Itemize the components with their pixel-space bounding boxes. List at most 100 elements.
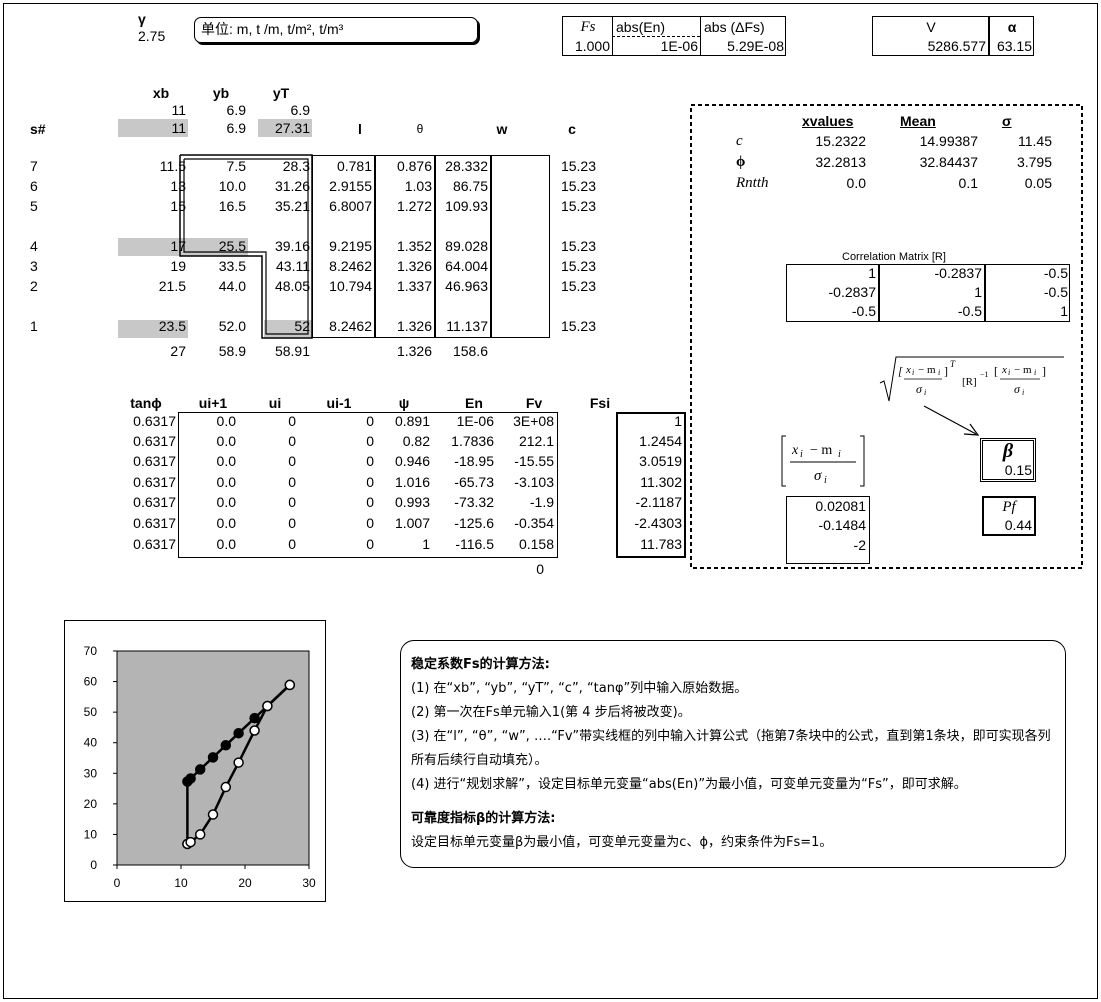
correlation-cell[interactable]: 1: [868, 265, 876, 281]
en-sum[interactable]: 0: [536, 561, 544, 577]
gamma-value[interactable]: 2.75: [138, 28, 166, 44]
psi-cell[interactable]: 1.007: [394, 515, 430, 531]
slice-yb[interactable]: 52.0: [218, 318, 246, 334]
fsi-cell[interactable]: -2.4303: [634, 515, 682, 531]
slice-l[interactable]: 0.781: [336, 158, 372, 174]
slice-l[interactable]: 8.2462: [329, 258, 372, 274]
slice-w[interactable]: 89.028: [445, 238, 488, 254]
slice-c[interactable]: 15.23: [560, 158, 596, 174]
z-value[interactable]: -2: [853, 537, 866, 553]
slice-yb[interactable]: 33.5: [218, 258, 246, 274]
fsi-cell[interactable]: -2.1187: [635, 494, 682, 510]
en-cell[interactable]: 1E-06: [456, 413, 494, 429]
tanphi-cell[interactable]: 0.6317: [133, 413, 176, 429]
psi-cell[interactable]: 0.82: [402, 433, 430, 449]
psi-cell[interactable]: 1: [422, 536, 430, 552]
slice-xb[interactable]: 21.5: [158, 278, 186, 294]
slice-w[interactable]: 28.332: [445, 158, 488, 174]
slice-theta[interactable]: 1.337: [396, 278, 432, 294]
tanphi-cell[interactable]: 0.6317: [133, 433, 176, 449]
first-row-xb[interactable]: 11: [171, 102, 186, 118]
slice-yb[interactable]: 7.5: [226, 158, 246, 174]
ui-cell[interactable]: 0: [288, 474, 296, 490]
slice-l[interactable]: 2.9155: [329, 178, 372, 194]
slice-yb[interactable]: 16.5: [218, 198, 246, 214]
slice-theta[interactable]: 1.326: [396, 258, 432, 274]
slice-theta[interactable]: 1.272: [396, 198, 432, 214]
beta-value[interactable]: 0.15: [1004, 462, 1032, 478]
psi-cell[interactable]: 1.016: [394, 474, 430, 490]
fv-cell[interactable]: -3.103: [514, 474, 554, 490]
tanphi-cell[interactable]: 0.6317: [133, 515, 176, 531]
en-cell[interactable]: -65.73: [454, 474, 494, 490]
last-row-xb[interactable]: 27: [170, 343, 186, 359]
last-row-theta[interactable]: 1.326: [396, 343, 432, 359]
uim1-cell[interactable]: 0: [366, 474, 374, 490]
abs-dfs-value[interactable]: 5.29E-08: [727, 38, 784, 54]
fsi-cell[interactable]: 3.0519: [639, 453, 682, 469]
correlation-cell[interactable]: -0.5: [1043, 265, 1068, 281]
stat-sigma[interactable]: 3.795: [1016, 154, 1052, 170]
slice-yt[interactable]: 35.21: [274, 198, 310, 214]
correlation-cell[interactable]: 1: [1060, 303, 1068, 319]
slice-yt[interactable]: 43.11: [276, 258, 310, 274]
ui-cell[interactable]: 0: [288, 494, 296, 510]
slice-xb[interactable]: 23.5: [158, 318, 186, 334]
ui-cell[interactable]: 0: [288, 433, 296, 449]
slice-c[interactable]: 15.23: [560, 238, 596, 254]
stat-xvalue[interactable]: 0.0: [846, 175, 866, 191]
psi-cell[interactable]: 0.891: [394, 413, 430, 429]
slice-theta[interactable]: 1.326: [396, 318, 432, 334]
z-value[interactable]: -0.1484: [818, 517, 866, 533]
uim1-cell[interactable]: 0: [366, 433, 374, 449]
slice-w[interactable]: 86.75: [452, 178, 488, 194]
tanphi-cell[interactable]: 0.6317: [133, 453, 176, 469]
pf-value[interactable]: 0.44: [1004, 517, 1032, 533]
slice-l[interactable]: 10.794: [329, 278, 372, 294]
last-row-w[interactable]: 158.6: [452, 343, 488, 359]
slice-w[interactable]: 46.963: [445, 278, 488, 294]
stat-xvalue[interactable]: 32.2813: [815, 154, 866, 170]
slice-yb[interactable]: 10.0: [218, 178, 246, 194]
slice-yt[interactable]: 28.3: [282, 158, 310, 174]
v-value[interactable]: 5286.577: [927, 38, 986, 54]
tanphi-cell[interactable]: 0.6317: [133, 474, 176, 490]
ui-cell[interactable]: 0: [288, 413, 296, 429]
slice-c[interactable]: 15.23: [560, 198, 596, 214]
slice-yt[interactable]: 48.05: [274, 278, 310, 294]
first-row-yb[interactable]: 6.9: [226, 102, 246, 118]
slice-xb[interactable]: 19: [170, 258, 186, 274]
en-cell[interactable]: -116.5: [455, 536, 494, 552]
slice-l[interactable]: 8.2462: [329, 318, 372, 334]
fsi-cell[interactable]: 1.2454: [639, 433, 682, 449]
slice-l[interactable]: 6.8007: [329, 198, 372, 214]
ui1-cell[interactable]: 0.0: [216, 453, 236, 469]
fs-value[interactable]: 1.000: [574, 38, 610, 54]
slice-l[interactable]: 9.2195: [329, 238, 372, 254]
ui1-cell[interactable]: 0.0: [216, 433, 236, 449]
correlation-cell[interactable]: -0.5: [957, 303, 982, 319]
ui1-cell[interactable]: 0.0: [216, 474, 236, 490]
abs-en-value[interactable]: 1E-06: [660, 38, 698, 54]
alpha-value[interactable]: 63.15: [996, 38, 1032, 54]
en-cell[interactable]: -18.95: [454, 453, 494, 469]
fv-cell[interactable]: 0.158: [518, 536, 554, 552]
ui1-cell[interactable]: 0.0: [216, 494, 236, 510]
tanphi-cell[interactable]: 0.6317: [133, 536, 176, 552]
en-cell[interactable]: -73.32: [454, 494, 494, 510]
fv-cell[interactable]: 212.1: [518, 433, 554, 449]
correlation-cell[interactable]: -0.2837: [934, 265, 982, 281]
second-row-yb[interactable]: 6.9: [226, 120, 246, 136]
slice-yt[interactable]: 52: [294, 318, 310, 334]
last-row-yt[interactable]: 58.91: [274, 343, 310, 359]
slice-theta[interactable]: 1.352: [396, 238, 432, 254]
stat-mean[interactable]: 14.99387: [919, 133, 978, 149]
second-row-yt[interactable]: 27.31: [274, 120, 310, 136]
fv-cell[interactable]: -15.55: [514, 453, 554, 469]
ui-cell[interactable]: 0: [288, 453, 296, 469]
last-row-yb[interactable]: 58.9: [218, 343, 246, 359]
slice-yt[interactable]: 31.26: [274, 178, 310, 194]
stat-mean[interactable]: 32.84437: [919, 154, 978, 170]
slice-theta[interactable]: 1.03: [404, 178, 432, 194]
fsi-cell[interactable]: 11.783: [640, 536, 682, 552]
